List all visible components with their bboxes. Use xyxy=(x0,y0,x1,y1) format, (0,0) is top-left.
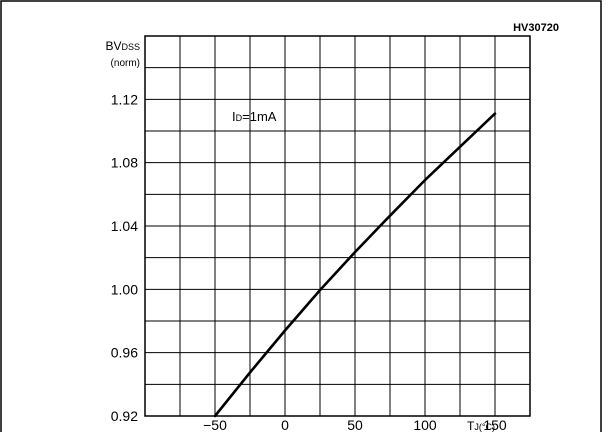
x-tick-label-3: 100 xyxy=(413,417,437,432)
series-line-0 xyxy=(213,112,497,418)
grid xyxy=(145,36,530,416)
y-axis-label: BVDSS xyxy=(105,39,140,53)
y-tick-label-0: 0.92 xyxy=(111,408,138,424)
y-tick-label-4: 1.08 xyxy=(111,155,138,171)
plot-border xyxy=(144,35,531,417)
series-layer xyxy=(213,112,497,418)
y-tick-label-1: 0.96 xyxy=(111,345,138,361)
figure-code: HV30720 xyxy=(513,22,559,34)
y-axis-unit: (norm) xyxy=(111,58,140,69)
x-tick-label-4: 150 xyxy=(483,417,507,432)
y-tick-label-5: 1.12 xyxy=(111,91,138,107)
x-tick-label-0: −50 xyxy=(203,417,227,432)
x-tick-label-1: 0 xyxy=(281,417,289,432)
y-tick-label-3: 1.04 xyxy=(111,218,138,234)
x-axis-label: TJ(°C) xyxy=(467,419,495,432)
annotation-condition: ID=1mA xyxy=(232,109,277,124)
y-tick-label-2: 1.00 xyxy=(111,281,138,297)
tick-labels: −50 0 50 100 150 0.92 0.96 1.00 1.04 1.08 1.12 xyxy=(111,91,507,432)
x-tick-label-2: 50 xyxy=(347,417,363,432)
